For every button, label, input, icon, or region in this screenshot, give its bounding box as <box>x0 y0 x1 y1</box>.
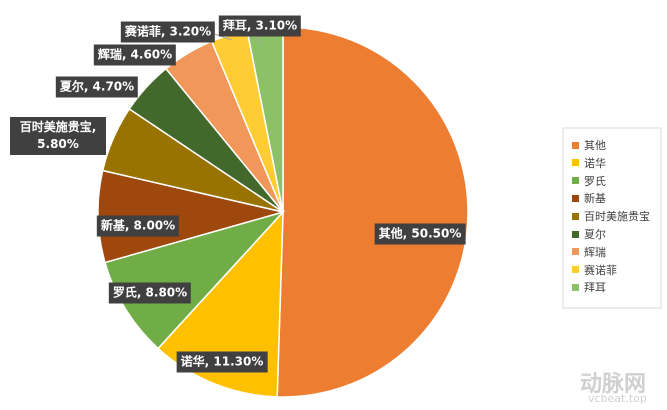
legend-swatch <box>572 212 579 220</box>
legend-label: 诺华 <box>584 156 606 170</box>
data-label: 新基, 8.00% <box>96 215 180 237</box>
legend-item: 百时美施贵宝 <box>572 208 650 224</box>
legend-label: 百时美施贵宝 <box>584 210 650 224</box>
legend-item: 其他 <box>572 137 606 153</box>
data-label: 诺华, 11.30% <box>176 351 268 373</box>
legend-item: 罗氏 <box>572 173 606 189</box>
legend-item: 辉瑞 <box>572 244 606 260</box>
legend-swatch <box>572 283 579 291</box>
legend-label: 辉瑞 <box>584 245 606 259</box>
legend-swatch <box>572 266 579 274</box>
pie-slice <box>276 26 469 398</box>
legend-label: 拜耳 <box>584 281 606 295</box>
legend-swatch <box>572 141 579 149</box>
legend-label: 夏尔 <box>584 228 606 241</box>
data-label: 辉瑞, 4.60% <box>93 44 177 66</box>
legend-swatch <box>572 194 579 202</box>
legend-label: 新基 <box>584 192 606 206</box>
legend-label: 赛诺菲 <box>584 263 617 277</box>
leader-line <box>255 35 263 45</box>
legend-label: 其他 <box>584 139 606 152</box>
data-label: 拜耳, 3.10% <box>218 15 302 37</box>
legend-swatch <box>572 230 579 238</box>
data-label: 赛诺菲, 3.20% <box>120 21 216 43</box>
legend-swatch <box>572 159 579 167</box>
watermark-url: vcbeat.top <box>588 392 647 405</box>
data-label: 其他, 50.50% <box>374 223 466 245</box>
pie-slice <box>104 210 286 350</box>
data-label: 罗氏, 8.80% <box>108 282 192 304</box>
legend-swatch <box>572 248 579 256</box>
legend-item: 赛诺菲 <box>572 262 617 278</box>
data-label: 百时美施贵宝, 5.80% <box>10 117 106 155</box>
watermark: 动脉网 <box>580 372 647 397</box>
legend-swatch <box>572 177 579 185</box>
legend-item: 拜耳 <box>572 279 606 295</box>
legend-box <box>562 127 662 309</box>
legend-label: 罗氏 <box>584 174 606 188</box>
legend-item: 诺华 <box>572 155 606 171</box>
pie-slice <box>157 210 284 398</box>
legend-item: 夏尔 <box>572 226 606 242</box>
legend-item: 新基 <box>572 190 606 206</box>
data-label: 夏尔, 4.70% <box>55 76 139 98</box>
